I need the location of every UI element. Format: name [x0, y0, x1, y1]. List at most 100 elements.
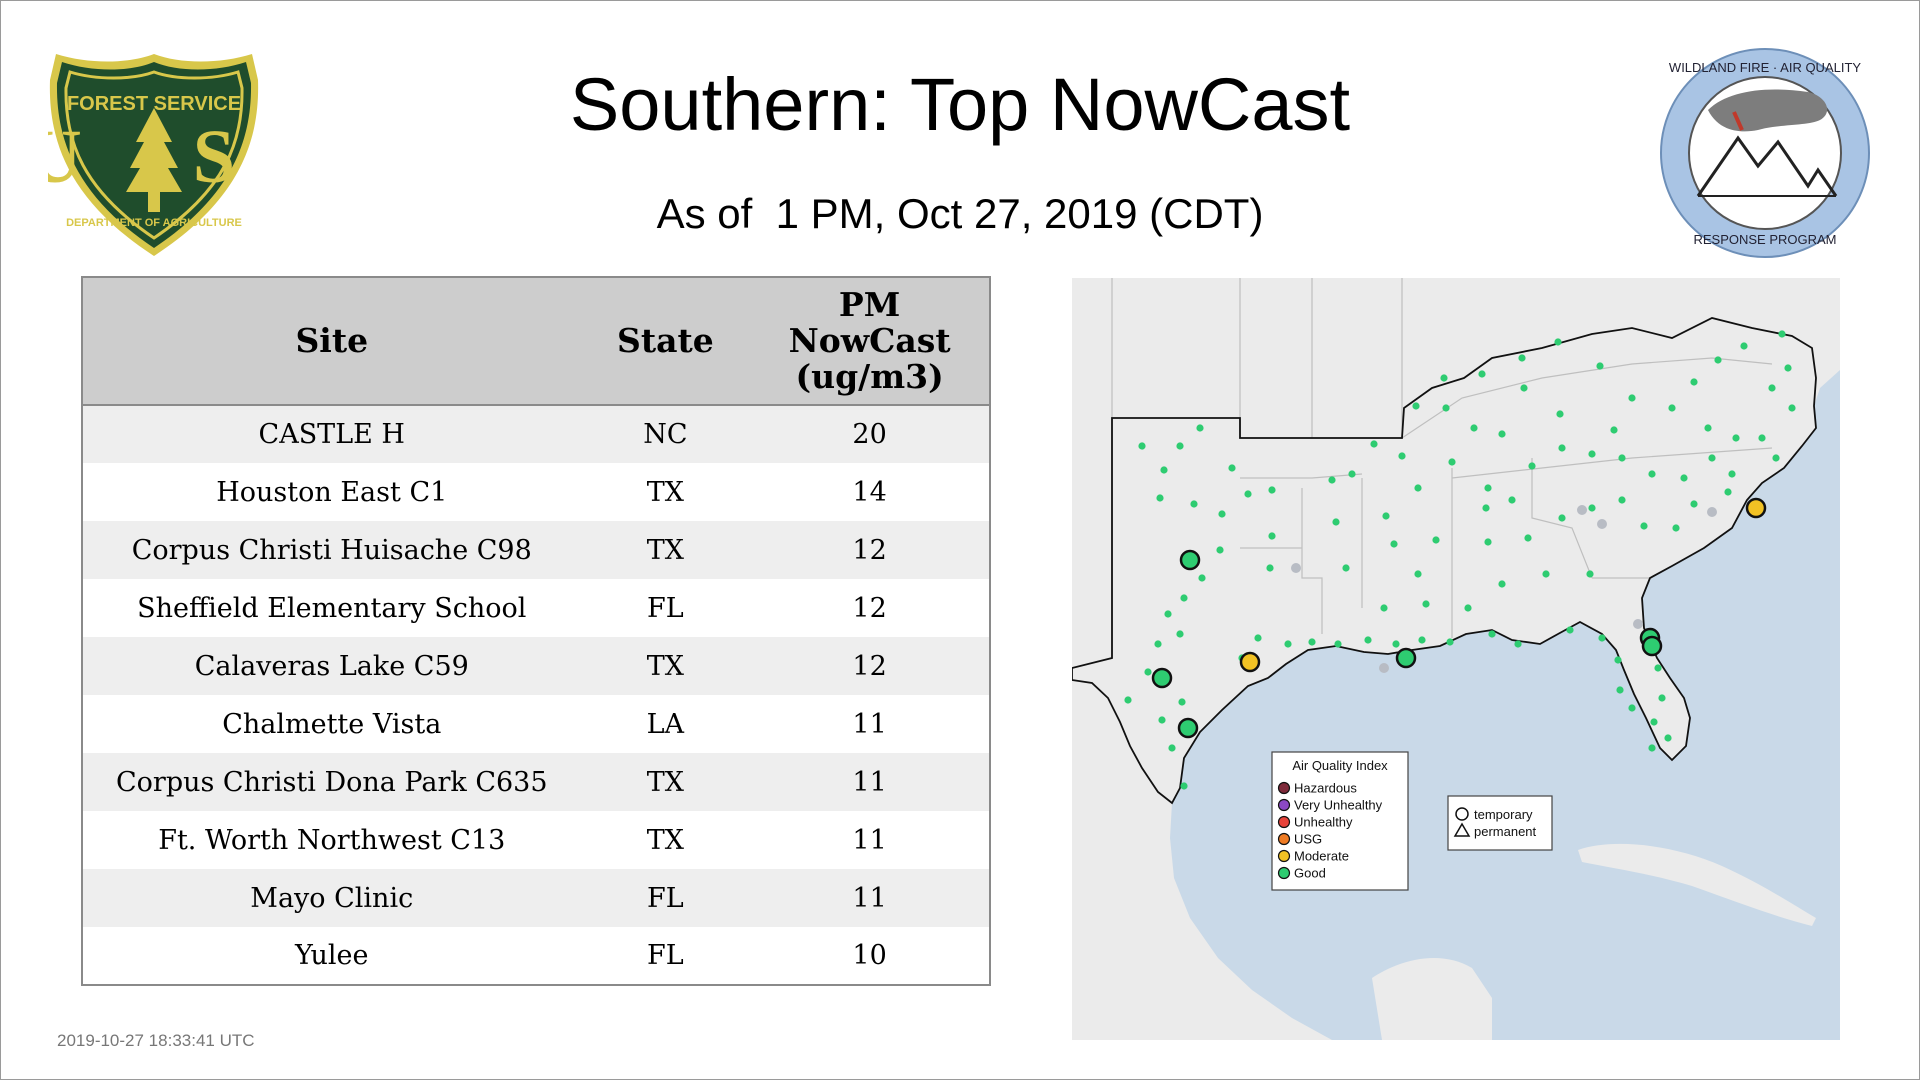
state-cell: FL: [580, 927, 751, 985]
good-site: [1728, 470, 1736, 478]
aqi-legend-label: Very Unhealthy: [1294, 798, 1383, 813]
good-site: [1542, 570, 1550, 578]
moderate-site: [1239, 651, 1261, 673]
aqi-legend-box: [1271, 751, 1409, 891]
table-row: Calaveras Lake C59 TX 12: [82, 637, 990, 695]
table-row: Yulee FL 10: [82, 927, 990, 985]
good-site: [1228, 464, 1236, 472]
good-site: [1328, 476, 1336, 484]
good-site: [1144, 668, 1152, 676]
good-site: [1588, 504, 1596, 512]
good-site: [1740, 342, 1748, 350]
site-cell: Sheffield Elementary School: [82, 579, 581, 637]
good-site: [1610, 426, 1618, 434]
good-site-large: [1641, 635, 1663, 657]
good-site-large: [1395, 647, 1417, 669]
good-site: [1768, 384, 1776, 392]
map-land-yucatan: [1372, 957, 1492, 1040]
good-site: [1650, 718, 1658, 726]
good-site: [1414, 484, 1422, 492]
state-cell: NC: [580, 405, 751, 463]
good-site: [1154, 640, 1162, 648]
pm-cell: 11: [750, 695, 990, 753]
good-site: [1628, 394, 1636, 402]
good-site: [1724, 488, 1732, 496]
good-site: [1648, 744, 1656, 752]
good-site: [1178, 698, 1186, 706]
good-site: [1478, 370, 1486, 378]
good-site-large: [1177, 717, 1199, 739]
good-site: [1398, 452, 1406, 460]
aqi-legend-label: Moderate: [1294, 849, 1349, 864]
good-site: [1198, 574, 1206, 582]
generated-timestamp: 2019-10-27 18:33:41 UTC: [57, 1031, 255, 1050]
good-site: [1158, 716, 1166, 724]
aqi-legend-label: Hazardous: [1294, 781, 1357, 796]
wildland-fire-logo: WILDLAND FIRE · AIR QUALITY RESPONSE PRO…: [1660, 48, 1870, 258]
good-site: [1412, 402, 1420, 410]
column-header-site: Site: [82, 277, 581, 406]
good-site: [1618, 454, 1626, 462]
no-data-sites: [1291, 505, 1717, 673]
good-site: [1508, 496, 1516, 504]
good-site: [1244, 490, 1252, 498]
state-cell: TX: [580, 753, 751, 811]
good-site: [1284, 640, 1292, 648]
no-data-site: [1707, 507, 1717, 517]
good-site: [1618, 496, 1626, 504]
good-site: [1414, 570, 1422, 578]
good-site: [1254, 634, 1262, 642]
good-site: [1164, 610, 1172, 618]
table-header-row: Site State PM NowCast (ug/m3): [82, 277, 990, 406]
good-site: [1690, 500, 1698, 508]
good-site: [1442, 404, 1450, 412]
good-site: [1708, 454, 1716, 462]
good-site: [1498, 430, 1506, 438]
table-row: Chalmette Vista LA 11: [82, 695, 990, 753]
good-site: [1758, 434, 1766, 442]
pm-cell: 11: [750, 753, 990, 811]
page-title: Southern: Top NowCast: [569, 63, 1351, 146]
good-site: [1484, 484, 1492, 492]
no-data-site: [1597, 519, 1607, 529]
nowcast-table: Site State PM NowCast (ug/m3) CASTLE H NC…: [81, 276, 991, 986]
good-site: [1124, 696, 1132, 704]
column-header-pm-nowcast: PM NowCast (ug/m3): [750, 277, 990, 406]
good-site: [1390, 540, 1398, 548]
good-site: [1556, 410, 1564, 418]
good-site: [1138, 442, 1146, 450]
shape-legend-permanent: permanent: [1474, 824, 1537, 839]
state-cell: FL: [580, 579, 751, 637]
wf-logo-ring-bottom: RESPONSE PROGRAM: [1693, 232, 1836, 247]
site-cell: Yulee: [82, 927, 581, 985]
good-site: [1342, 564, 1350, 572]
table-row: Mayo Clinic FL 11: [82, 869, 990, 927]
good-site: [1588, 450, 1596, 458]
aqi-legend-title: Air Quality Index: [1292, 758, 1388, 773]
good-site: [1614, 656, 1622, 664]
good-site: [1176, 442, 1184, 450]
pm-cell: 12: [750, 521, 990, 579]
good-site: [1598, 634, 1606, 642]
state-cell: TX: [580, 811, 751, 869]
good-site: [1648, 470, 1656, 478]
forest-service-logo: FOREST SERVICE U S DEPARTMENT OF AGRICUL…: [48, 54, 259, 256]
good-site-large: [1151, 667, 1173, 689]
temporary-shape-icon: [1455, 807, 1469, 821]
good-site: [1266, 564, 1274, 572]
good-site: [1268, 532, 1276, 540]
aqi-legend-swatch: [1277, 798, 1291, 812]
site-cell: Corpus Christi Dona Park C635: [82, 753, 581, 811]
fs-logo-top-text: FOREST SERVICE: [67, 93, 241, 115]
good-site: [1714, 356, 1722, 364]
good-site: [1788, 404, 1796, 412]
good-site: [1308, 638, 1316, 646]
state-cell: LA: [580, 695, 751, 753]
aqi-legend-label: Good: [1294, 866, 1326, 881]
site-cell: Corpus Christi Huisache C98: [82, 521, 581, 579]
good-site: [1772, 454, 1780, 462]
pm-cell: 10: [750, 927, 990, 985]
good-site: [1370, 440, 1378, 448]
good-sites: [1124, 330, 1796, 790]
moderate-site: [1745, 497, 1767, 519]
